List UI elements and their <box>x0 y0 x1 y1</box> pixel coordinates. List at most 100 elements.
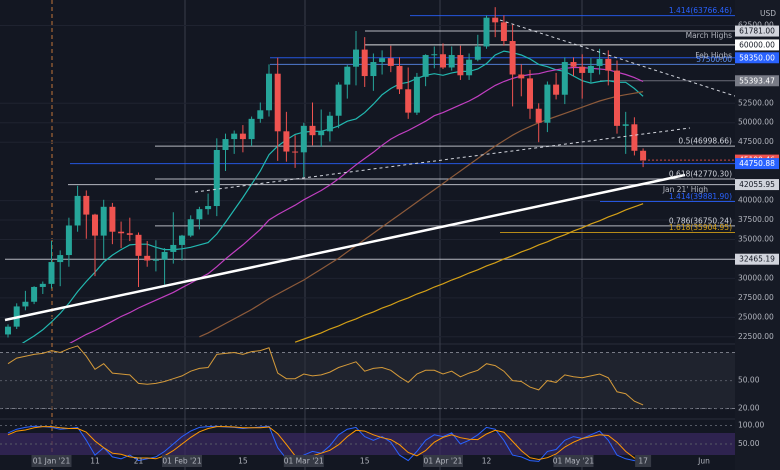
indicator-line <box>21 50 644 343</box>
level-label-box <box>735 253 779 265</box>
candle-body <box>500 22 507 42</box>
y-tick-label: 20.00 <box>738 404 760 413</box>
level-label-box <box>735 75 779 87</box>
x-tick-label: 01 Mar '21 <box>284 457 324 466</box>
stoch-band <box>0 433 735 455</box>
candle-body <box>118 231 125 234</box>
candle-body <box>161 251 168 260</box>
candle-body <box>257 110 264 119</box>
indicator-line <box>7 425 644 462</box>
candle-body <box>179 235 185 245</box>
indicator-line <box>199 91 644 338</box>
candle-body <box>413 76 420 113</box>
y-tick-label: 40000.00 <box>738 196 774 205</box>
y-tick-label: 50.00 <box>738 376 760 385</box>
level-label-box <box>735 52 779 64</box>
main-panel <box>0 7 735 343</box>
candle-body <box>205 206 212 210</box>
trendline <box>4 173 686 322</box>
candle-body <box>187 219 194 236</box>
y-tick-label: 25000.00 <box>738 312 774 321</box>
candle-body <box>126 233 133 235</box>
candle-body <box>196 209 203 220</box>
candle-body <box>5 326 11 335</box>
y-tick-label: 27500.00 <box>738 293 774 302</box>
indicator-line <box>7 345 644 406</box>
x-tick-label: 15 <box>238 457 248 466</box>
candle-body <box>74 195 81 226</box>
candle-body <box>396 65 403 90</box>
candle-body <box>57 255 64 263</box>
candle-body <box>92 214 98 236</box>
candle-body <box>492 17 499 23</box>
currency: USD <box>760 9 776 18</box>
candle-body <box>570 62 577 67</box>
x-tick-label: 01 Feb '21 <box>162 457 201 466</box>
candle-body <box>353 49 359 67</box>
candle-body <box>222 139 229 150</box>
x-label-box <box>31 455 72 467</box>
fib-label: 1.414(39881.90) <box>669 192 732 201</box>
annotation: Feb Highs <box>695 51 732 60</box>
level-label: 61781.00 <box>739 27 775 36</box>
candle-body <box>266 73 272 111</box>
indicator-line <box>69 66 644 343</box>
candle-body <box>387 58 394 66</box>
indicator-line <box>7 426 644 461</box>
candle-body <box>622 124 629 126</box>
candle-body <box>614 70 620 126</box>
x-label-box <box>423 455 463 467</box>
candle-body <box>292 151 299 153</box>
candle-body <box>231 133 238 140</box>
trendlines <box>4 19 735 322</box>
candle-body <box>144 255 151 261</box>
candle-body <box>361 49 368 77</box>
annotation: March Highs <box>686 31 732 40</box>
candle-body <box>509 41 516 75</box>
y-tick-label: 62500.00 <box>738 20 774 29</box>
candle-body <box>527 78 533 109</box>
candle-body <box>474 46 481 60</box>
y-tick-label: 35000.00 <box>738 234 774 243</box>
candle-body <box>83 195 90 215</box>
candle-body <box>22 301 29 307</box>
candle-body <box>135 234 142 256</box>
level-label: 44750.88 <box>739 159 775 168</box>
candle-body <box>518 74 525 79</box>
candle-body <box>553 84 560 95</box>
candle-body <box>335 84 342 116</box>
candle-body <box>431 54 438 56</box>
candle-body <box>39 283 46 287</box>
x-tick-label: 01 Apr '21 <box>424 457 463 466</box>
x-tick-label: Jun <box>697 457 710 466</box>
candle-body <box>422 55 429 77</box>
candle-body <box>544 84 551 123</box>
y-tick-label: 52500.00 <box>738 98 774 107</box>
level-label-box <box>735 39 779 51</box>
candle-body <box>535 108 542 123</box>
level-label: 60000.00 <box>739 40 775 49</box>
candle-body <box>344 66 351 85</box>
candle-body <box>483 17 490 47</box>
candle-body <box>440 54 446 68</box>
candle-body <box>274 73 281 132</box>
candle-body <box>239 133 246 140</box>
x-tick-label: 12 <box>482 457 492 466</box>
candle-body <box>170 244 177 252</box>
fib-label: 0.618(42770.30) <box>669 170 732 179</box>
x-tick-label: 21 <box>134 457 144 466</box>
candle-body <box>631 124 638 151</box>
level-label: 55393.47 <box>739 76 775 85</box>
stoch-panel <box>0 425 735 462</box>
candle-body <box>300 125 307 153</box>
candle-body <box>109 206 116 232</box>
x-label-box <box>553 455 594 467</box>
level-label-box <box>735 158 779 170</box>
x-label-box <box>635 455 652 467</box>
candle-body <box>579 66 586 73</box>
candle-body <box>283 131 290 152</box>
annotation: Jan 21' High <box>662 185 708 194</box>
trendline <box>194 127 691 193</box>
